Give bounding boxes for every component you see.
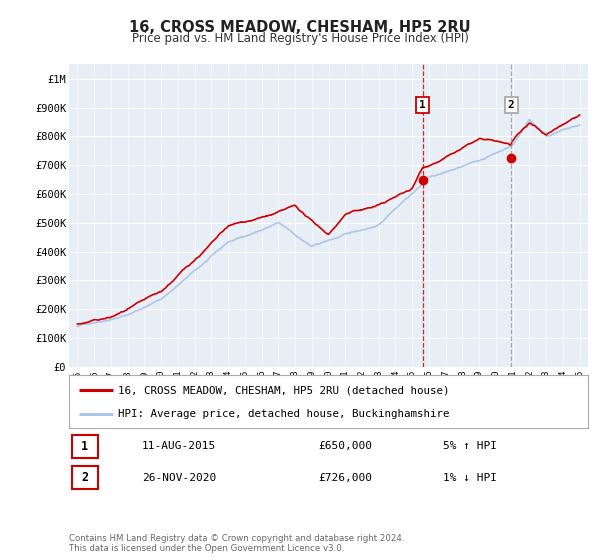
Text: 2: 2 — [508, 100, 515, 110]
FancyBboxPatch shape — [71, 466, 98, 489]
Text: 1% ↓ HPI: 1% ↓ HPI — [443, 473, 497, 483]
Text: 5% ↑ HPI: 5% ↑ HPI — [443, 441, 497, 451]
Text: Contains HM Land Registry data © Crown copyright and database right 2024.
This d: Contains HM Land Registry data © Crown c… — [69, 534, 404, 553]
Text: 11-AUG-2015: 11-AUG-2015 — [142, 441, 216, 451]
Text: 16, CROSS MEADOW, CHESHAM, HP5 2RU (detached house): 16, CROSS MEADOW, CHESHAM, HP5 2RU (deta… — [118, 385, 450, 395]
Text: £726,000: £726,000 — [318, 473, 372, 483]
Text: 1: 1 — [81, 440, 88, 453]
Text: Price paid vs. HM Land Registry's House Price Index (HPI): Price paid vs. HM Land Registry's House … — [131, 32, 469, 45]
Text: 26-NOV-2020: 26-NOV-2020 — [142, 473, 216, 483]
Text: 16, CROSS MEADOW, CHESHAM, HP5 2RU: 16, CROSS MEADOW, CHESHAM, HP5 2RU — [129, 20, 471, 35]
Text: 2: 2 — [81, 471, 88, 484]
FancyBboxPatch shape — [71, 435, 98, 458]
Text: HPI: Average price, detached house, Buckinghamshire: HPI: Average price, detached house, Buck… — [118, 408, 450, 418]
Text: £650,000: £650,000 — [318, 441, 372, 451]
Text: 1: 1 — [419, 100, 426, 110]
